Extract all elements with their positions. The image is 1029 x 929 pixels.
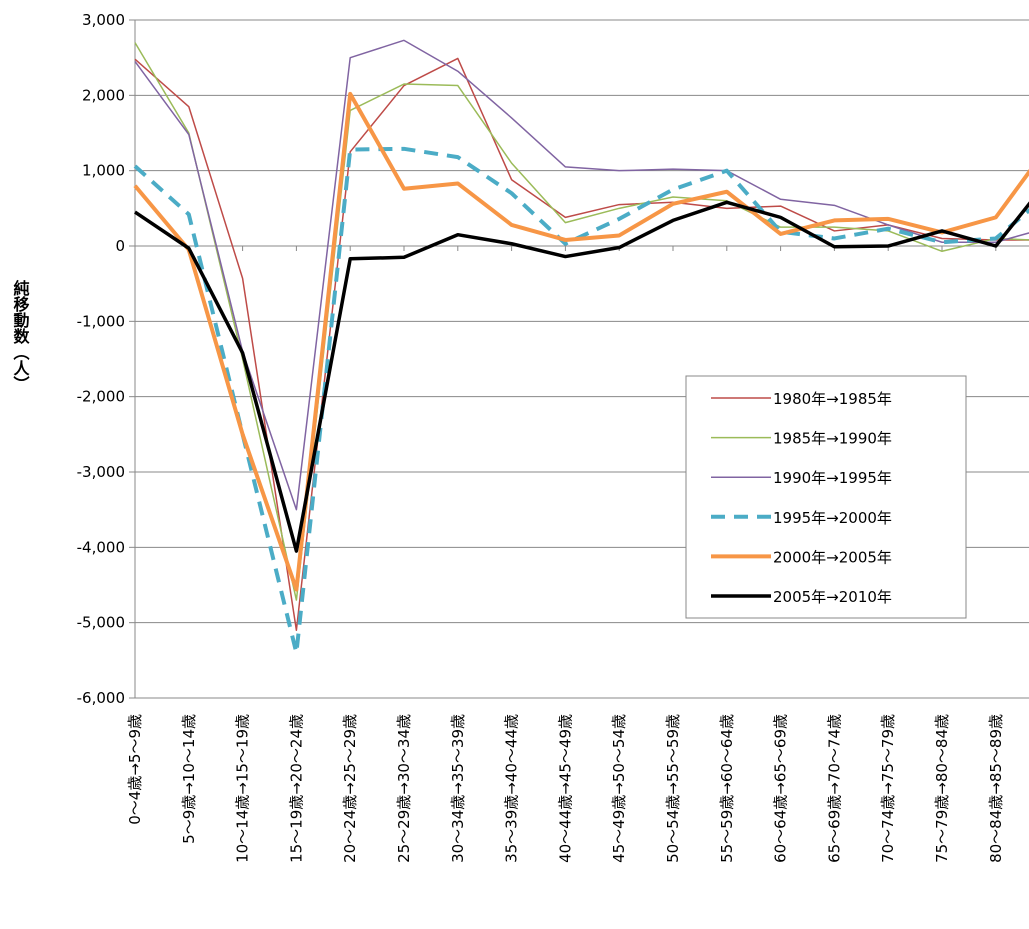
y-tick-label: 1,000 xyxy=(82,162,125,180)
x-tick-label: 75～79歳→80～84歳 xyxy=(933,714,951,863)
y-tick-label: 3,000 xyxy=(82,11,125,29)
x-tick-label: 35～39歳→40～44歳 xyxy=(503,714,521,863)
x-tick-label: 20～24歳→25～29歳 xyxy=(341,714,359,863)
x-tick-label: 10～14歳→15～19歳 xyxy=(234,714,252,863)
legend-label: 2005年→2010年 xyxy=(773,588,892,606)
legend-box xyxy=(685,375,967,619)
x-tick-label: 55～59歳→60～64歳 xyxy=(718,714,736,863)
y-tick-label: -4,000 xyxy=(77,538,125,556)
series-line xyxy=(133,91,1029,592)
y-tick-label: -6,000 xyxy=(77,689,125,707)
series-line xyxy=(134,200,1029,553)
x-tick-label: 70～74歳→75～79歳 xyxy=(879,714,897,863)
y-tick-label: -2,000 xyxy=(77,388,125,406)
y-tick-label: -1,000 xyxy=(77,312,125,330)
series-line xyxy=(134,39,1029,511)
y-tick-label: 0 xyxy=(115,237,125,255)
x-tick-label: 65～69歳→70～74歳 xyxy=(825,714,843,863)
x-tick-label: 60～64歳→65～69歳 xyxy=(772,714,790,863)
y-tick-label: -3,000 xyxy=(77,463,125,481)
x-tick-label: 50～54歳→55～59歳 xyxy=(664,714,682,863)
x-tick-label: 0～4歳→5～9歳 xyxy=(126,714,144,825)
legend-label: 1985年→1990年 xyxy=(773,430,892,448)
x-tick-label: 30～34歳→35～39歳 xyxy=(449,714,467,863)
x-tick-label: 80～84歳→85～89歳 xyxy=(987,714,1005,863)
series-line xyxy=(133,146,1029,655)
legend-label: 1990年→1995年 xyxy=(773,469,892,487)
y-tick-label: -5,000 xyxy=(77,614,125,632)
legend-label: 2000年→2005年 xyxy=(773,548,892,566)
x-tick-label: 40～44歳→45～49歳 xyxy=(556,714,574,863)
legend-label: 1995年→2000年 xyxy=(773,509,892,527)
y-tick-label: 2,000 xyxy=(82,86,125,104)
x-tick-label: 25～29歳→30～34歳 xyxy=(395,714,413,863)
legend-label: 1980年→1985年 xyxy=(773,390,892,408)
x-tick-label: 45～49歳→50～54歳 xyxy=(610,714,628,863)
x-tick-label: 5～9歳→10～14歳 xyxy=(180,714,198,844)
y-axis-label: 純移動数（人） xyxy=(11,279,30,392)
x-tick-label: 15～19歳→20～24歳 xyxy=(287,714,305,863)
